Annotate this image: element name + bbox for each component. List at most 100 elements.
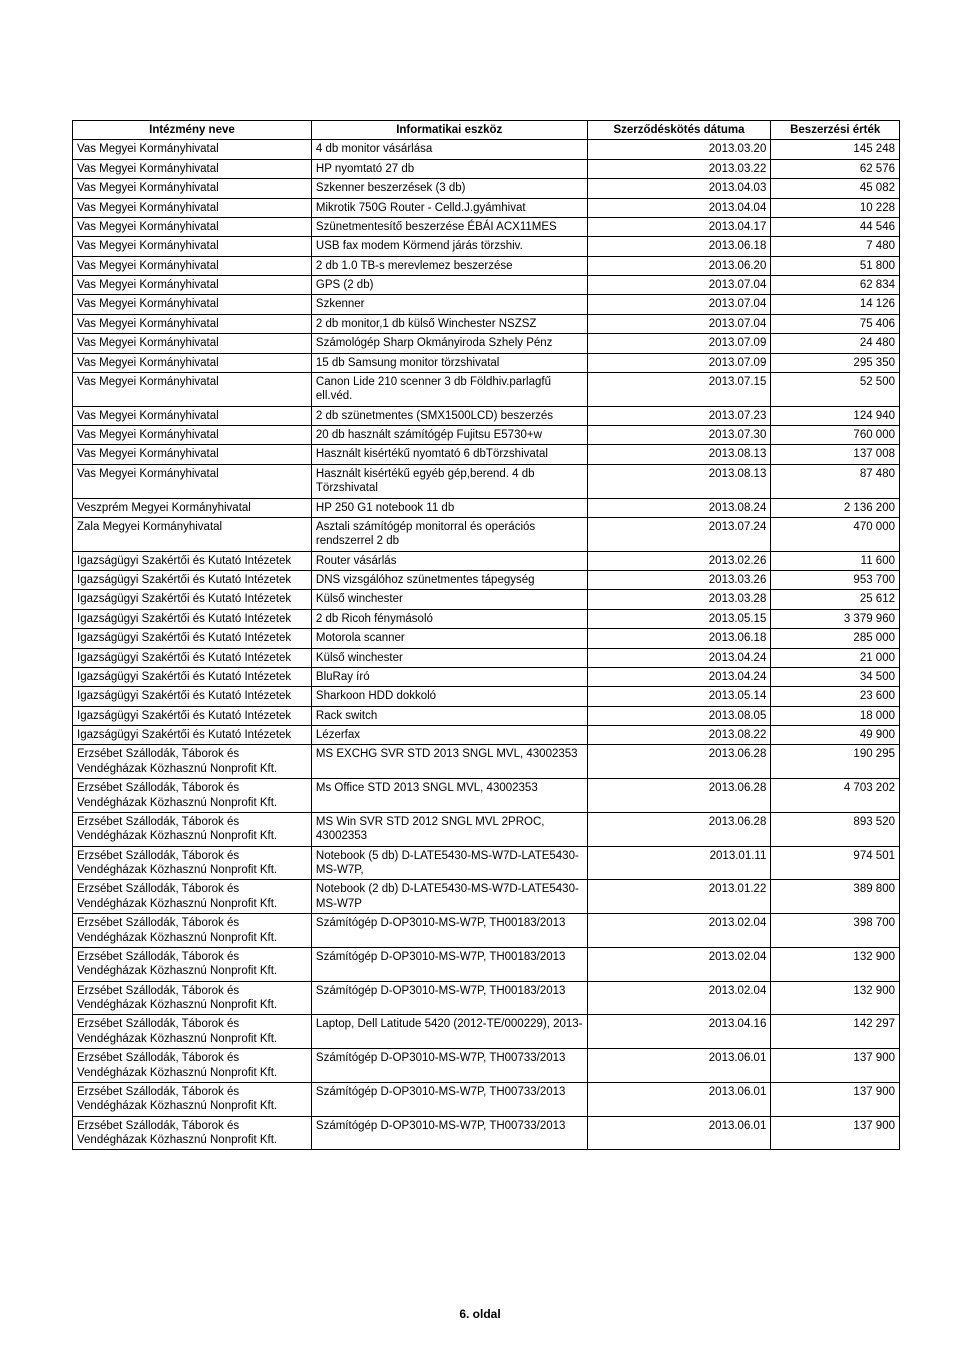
cell-date: 2013.03.28 [587,590,771,609]
cell-institution: Vas Megyei Kormányhivatal [73,445,312,464]
cell-value: 2 136 200 [771,498,900,517]
cell-tool: MS EXCHG SVR STD 2013 SNGL MVL, 43002353 [311,745,587,779]
cell-tool: USB fax modem Körmend járás törzshiv. [311,237,587,256]
table-row: Vas Megyei Kormányhivatal2 db szünetment… [73,406,900,425]
table-row: Vas Megyei KormányhivatalSzkenner2013.07… [73,295,900,314]
cell-institution: Vas Megyei Kormányhivatal [73,217,312,236]
cell-institution: Igazságügyi Szakértői és Kutató Intézete… [73,590,312,609]
cell-value: 21 000 [771,648,900,667]
cell-institution: Igazságügyi Szakértői és Kutató Intézete… [73,609,312,628]
cell-value: 137 900 [771,1049,900,1083]
cell-value: 52 500 [771,372,900,406]
cell-tool: 2 db monitor,1 db külső Winchester NSZSZ [311,314,587,333]
cell-value: 893 520 [771,812,900,846]
table-row: Vas Megyei KormányhivatalHasznált kisért… [73,445,900,464]
cell-institution: Vas Megyei Kormányhivatal [73,237,312,256]
cell-date: 2013.07.04 [587,295,771,314]
table-row: Igazságügyi Szakértői és Kutató Intézete… [73,648,900,667]
table-row: Vas Megyei KormányhivatalUSB fax modem K… [73,237,900,256]
cell-value: 389 800 [771,880,900,914]
cell-value: 137 900 [771,1082,900,1116]
cell-value: 295 350 [771,353,900,372]
cell-date: 2013.07.04 [587,314,771,333]
col-tool: Informatikai eszköz [311,121,587,140]
cell-date: 2013.02.04 [587,981,771,1015]
table-header-row: Intézmény neve Informatikai eszköz Szerz… [73,121,900,140]
cell-tool: GPS (2 db) [311,276,587,295]
table-row: Vas Megyei KormányhivatalSzkenner beszer… [73,179,900,198]
cell-institution: Erzsébet Szállodák, Táborok és Vendégház… [73,914,312,948]
cell-date: 2013.06.01 [587,1082,771,1116]
cell-value: 145 248 [771,140,900,159]
cell-date: 2013.08.22 [587,726,771,745]
cell-date: 2013.08.24 [587,498,771,517]
cell-institution: Igazságügyi Szakértői és Kutató Intézete… [73,648,312,667]
cell-value: 398 700 [771,914,900,948]
cell-institution: Veszprém Megyei Kormányhivatal [73,498,312,517]
cell-date: 2013.08.13 [587,464,771,498]
table-row: Vas Megyei KormányhivatalCanon Lide 210 … [73,372,900,406]
table-row: Vas Megyei Kormányhivatal15 db Samsung m… [73,353,900,372]
cell-institution: Erzsébet Szállodák, Táborok és Vendégház… [73,880,312,914]
table-row: Vas Megyei KormányhivatalHasznált kisért… [73,464,900,498]
cell-tool: 2 db szünetmentes (SMX1500LCD) beszerzés [311,406,587,425]
table-row: Igazságügyi Szakértői és Kutató Intézete… [73,687,900,706]
table-row: Veszprém Megyei KormányhivatalHP 250 G1 … [73,498,900,517]
cell-date: 2013.08.13 [587,445,771,464]
cell-value: 75 406 [771,314,900,333]
cell-institution: Erzsébet Szállodák, Táborok és Vendégház… [73,846,312,880]
cell-tool: Laptop, Dell Latitude 5420 (2012-TE/0002… [311,1015,587,1049]
cell-institution: Vas Megyei Kormányhivatal [73,179,312,198]
cell-value: 18 000 [771,706,900,725]
table-row: Igazságügyi Szakértői és Kutató Intézete… [73,726,900,745]
cell-value: 470 000 [771,517,900,551]
cell-tool: 2 db Ricoh fénymásoló [311,609,587,628]
cell-institution: Vas Megyei Kormányhivatal [73,464,312,498]
cell-tool: 15 db Samsung monitor törzshivatal [311,353,587,372]
cell-institution: Igazságügyi Szakértői és Kutató Intézete… [73,706,312,725]
cell-value: 132 900 [771,981,900,1015]
table-row: Igazságügyi Szakértői és Kutató Intézete… [73,667,900,686]
table-row: Vas Megyei KormányhivatalSzünetmentesítő… [73,217,900,236]
cell-value: 87 480 [771,464,900,498]
cell-date: 2013.02.04 [587,914,771,948]
cell-tool: Mikrotik 750G Router - Celld.J.gyámhivat [311,198,587,217]
cell-tool: 2 db 1.0 TB-s merevlemez beszerzése [311,256,587,275]
cell-value: 142 297 [771,1015,900,1049]
cell-value: 23 600 [771,687,900,706]
cell-date: 2013.05.15 [587,609,771,628]
cell-institution: Vas Megyei Kormányhivatal [73,295,312,314]
cell-tool: Szkenner [311,295,587,314]
cell-tool: Használt kisértékű nyomtató 6 dbTörzshiv… [311,445,587,464]
cell-institution: Vas Megyei Kormányhivatal [73,276,312,295]
cell-date: 2013.04.16 [587,1015,771,1049]
cell-date: 2013.01.11 [587,846,771,880]
cell-institution: Vas Megyei Kormányhivatal [73,353,312,372]
cell-tool: MS Win SVR STD 2012 SNGL MVL 2PROC, 4300… [311,812,587,846]
table-row: Vas Megyei KormányhivatalGPS (2 db)2013.… [73,276,900,295]
cell-date: 2013.06.01 [587,1049,771,1083]
cell-value: 11 600 [771,551,900,570]
table-row: Vas Megyei Kormányhivatal4 db monitor vá… [73,140,900,159]
cell-date: 2013.05.14 [587,687,771,706]
cell-tool: Számítógép D-OP3010-MS-W7P, TH00733/2013 [311,1116,587,1150]
cell-value: 974 501 [771,846,900,880]
table-row: Igazságügyi Szakértői és Kutató Intézete… [73,590,900,609]
cell-institution: Erzsébet Szállodák, Táborok és Vendégház… [73,745,312,779]
table-row: Igazságügyi Szakértői és Kutató Intézete… [73,609,900,628]
cell-tool: Router vásárlás [311,551,587,570]
cell-tool: DNS vizsgálóhoz szünetmentes tápegység [311,571,587,590]
table-row: Erzsébet Szállodák, Táborok és Vendégház… [73,779,900,813]
cell-date: 2013.06.01 [587,1116,771,1150]
procurement-table: Intézmény neve Informatikai eszköz Szerz… [72,120,900,1150]
cell-value: 132 900 [771,947,900,981]
cell-tool: Külső winchester [311,648,587,667]
cell-date: 2013.06.18 [587,237,771,256]
cell-date: 2013.03.20 [587,140,771,159]
cell-date: 2013.04.04 [587,198,771,217]
cell-date: 2013.01.22 [587,880,771,914]
cell-tool: Notebook (5 db) D-LATE5430-MS-W7D-LATE54… [311,846,587,880]
cell-date: 2013.04.17 [587,217,771,236]
table-row: Vas Megyei KormányhivatalMikrotik 750G R… [73,198,900,217]
cell-tool: Notebook (2 db) D-LATE5430-MS-W7D-LATE54… [311,880,587,914]
